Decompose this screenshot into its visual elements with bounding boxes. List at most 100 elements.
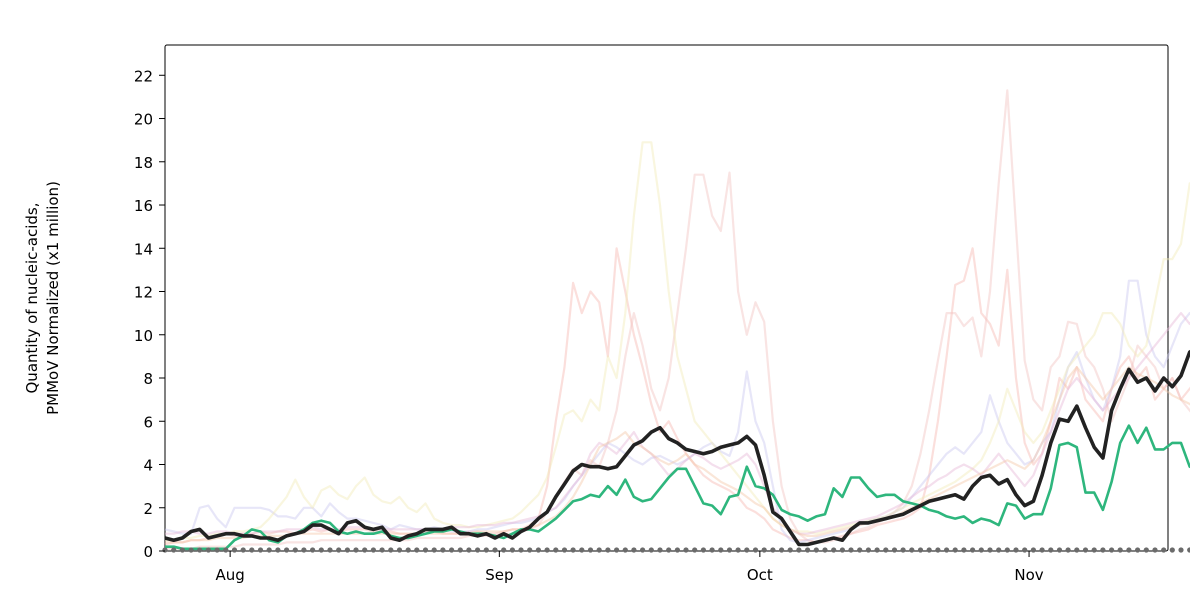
zero-marker-point	[492, 547, 498, 553]
zero-marker-point	[700, 547, 707, 553]
zero-marker-point	[1187, 547, 1190, 553]
zero-marker-point	[501, 547, 507, 553]
zero-marker-point	[726, 547, 733, 553]
zero-marker-point	[978, 547, 984, 553]
zero-marker-point	[1065, 547, 1071, 553]
zero-marker-point	[1152, 547, 1158, 553]
zero-marker-point	[1178, 547, 1184, 553]
zero-marker-point	[223, 547, 229, 553]
x-tick-label: Aug	[215, 566, 244, 584]
y-tick-label: 8	[143, 370, 153, 388]
zero-marker-point	[1030, 547, 1036, 553]
zero-marker-point	[970, 547, 976, 553]
zero-marker-point	[1022, 547, 1028, 553]
zero-marker-point	[614, 547, 620, 553]
zero-marker-point	[570, 547, 576, 553]
zero-marker-point	[579, 547, 585, 553]
zero-marker-point	[414, 547, 420, 553]
zero-marker-point	[926, 547, 932, 553]
zero-marker-point	[822, 547, 828, 553]
zero-marker-point	[1074, 547, 1080, 553]
zero-marker-point	[622, 547, 628, 553]
zero-marker-point	[761, 547, 767, 553]
zero-marker-point	[944, 547, 950, 553]
x-axis-ticks: Aug Sep Oct Nov	[215, 551, 1044, 584]
zero-marker-point	[1161, 547, 1167, 553]
zero-marker-point	[379, 547, 385, 553]
zero-marker-point	[683, 547, 689, 553]
background-series-line-4	[165, 141, 1190, 542]
zero-marker-point	[405, 547, 411, 553]
y-tick-label: 2	[143, 500, 153, 518]
zero-marker-point	[188, 547, 194, 553]
zero-marker-point	[310, 547, 316, 553]
zero-marker-point	[883, 547, 889, 553]
zero-marker-point	[874, 547, 880, 553]
zero-marker-point	[648, 547, 654, 553]
zero-marker-point	[266, 547, 272, 553]
x-tick-label: Nov	[1014, 566, 1043, 584]
zero-marker-point	[796, 547, 802, 553]
zero-marker-point	[292, 547, 298, 553]
zero-marker-point	[935, 547, 941, 553]
zero-marker-point	[987, 547, 993, 553]
zero-marker-point	[396, 547, 403, 553]
zero-marker-point	[752, 547, 759, 553]
main-series-group	[164, 349, 1190, 551]
zero-marker-point	[961, 547, 967, 553]
y-tick-label: 0	[143, 543, 153, 561]
zero-marker-point	[848, 547, 854, 553]
zero-marker-point	[197, 547, 203, 553]
zero-marker-point	[301, 547, 307, 553]
zero-marker-point	[422, 547, 429, 553]
zero-marker-point	[952, 547, 958, 553]
zero-marker-point	[1109, 547, 1115, 553]
zero-marker-point	[449, 547, 455, 553]
zero-marker-point	[179, 547, 185, 553]
zero-marker-point	[709, 547, 715, 553]
zero-marker-point	[1013, 547, 1019, 553]
zero-marker-point	[1169, 547, 1175, 553]
zero-marker-point	[370, 547, 376, 553]
background-series-line-3	[164, 279, 1190, 544]
zero-marker-point	[1004, 547, 1010, 553]
y-tick-label: 6	[143, 413, 153, 431]
zero-marker-point	[1117, 547, 1123, 553]
zero-marker-point	[1126, 547, 1132, 553]
y-tick-label: 12	[134, 284, 153, 302]
y-axis-ticks: 0 2 4 6 8 10 12 14 16 18 20 22	[134, 67, 165, 561]
zero-marker-point	[1135, 547, 1141, 553]
zero-marker-point	[666, 547, 672, 553]
zero-marker-point	[171, 547, 177, 553]
zero-marker-point	[770, 547, 776, 553]
zero-marker-point	[909, 547, 915, 553]
zero-marker-point	[692, 547, 698, 553]
zero-marker-point	[284, 547, 290, 553]
zero-marker-point	[475, 547, 481, 553]
zero-marker-point	[1039, 547, 1045, 553]
zero-marker-point	[657, 547, 663, 553]
zero-marker-point	[205, 547, 211, 553]
zero-marker-point	[831, 547, 837, 553]
zero-marker-point	[735, 547, 741, 553]
zero-marker-point	[718, 547, 724, 553]
zero-marker-point	[561, 547, 568, 553]
zero-marker-point	[457, 547, 463, 553]
zero-marker-point	[318, 547, 324, 553]
zero-marker-point	[483, 547, 489, 553]
zero-marker-point	[509, 547, 515, 553]
x-tick-label: Sep	[485, 566, 513, 584]
zero-marker-group	[162, 547, 1190, 553]
zero-marker-point	[787, 547, 793, 553]
zero-marker-point	[466, 547, 472, 553]
zero-marker-point	[336, 547, 342, 553]
zero-marker-point	[327, 547, 333, 553]
zero-marker-point	[275, 547, 281, 553]
zero-marker-point	[1143, 547, 1149, 553]
zero-marker-point	[440, 547, 446, 553]
x-tick-label: Oct	[747, 566, 773, 584]
zero-marker-point	[240, 547, 246, 553]
zero-marker-point	[431, 547, 437, 553]
